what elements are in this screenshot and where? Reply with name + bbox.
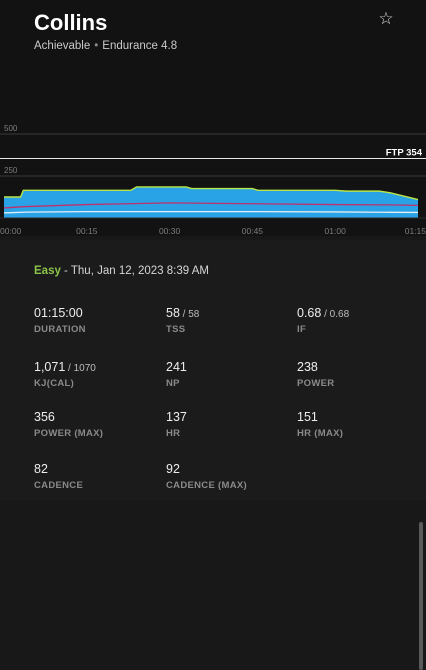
stat-power-max: 356 POWER (MAX) (34, 410, 164, 439)
stat-label: POWER (MAX) (34, 428, 104, 439)
x-tick-label: 00:15 (76, 226, 98, 236)
stat-tss: 58 / 58 TSS (166, 306, 296, 335)
stat-label: HR (MAX) (297, 428, 344, 439)
separator-dot-icon: • (94, 40, 99, 52)
ftp-label: FTP 354 (386, 148, 423, 159)
workout-level: Easy (34, 265, 61, 277)
stat-value: 01:15:00 (34, 306, 164, 320)
stat-value: 356 (34, 410, 164, 424)
x-tick-label: 00:30 (159, 226, 181, 236)
stat-value-main: 151 (297, 410, 318, 424)
workout-subtitle: Achievable • Endurance 4.8 (34, 40, 177, 52)
stat-label: IF (297, 324, 307, 335)
stat-value: 82 (34, 462, 164, 476)
stat-value: 0.68 / 0.68 (297, 306, 426, 320)
stat-hr: 137 HR (166, 410, 296, 439)
workout-summary-line: Easy - Thu, Jan 12, 2023 8:39 AM (34, 265, 209, 277)
workout-chart-svg: 500 250 FTP 354 00:00 00:15 00:30 00:45 01:00 01… (0, 124, 426, 236)
stat-value: 137 (166, 410, 296, 424)
stat-label: HR (166, 428, 181, 439)
stat-label: KJ(CAL) (34, 378, 75, 389)
stat-cadence-max: 92 CADENCE (MAX) (166, 462, 296, 491)
stat-value: 238 (297, 360, 426, 374)
stat-value-main: 0.68 (297, 306, 322, 320)
stat-label: TSS (166, 324, 186, 335)
stat-value-main: 92 (166, 462, 180, 476)
stat-power: 238 POWER (297, 360, 426, 389)
stat-value: 151 (297, 410, 426, 424)
cadence-line (3, 210, 419, 214)
stat-value-target: / 0.68 (321, 309, 350, 320)
stat-value-target: / 58 (179, 309, 200, 320)
stat-value-main: 58 (166, 306, 180, 320)
stat-kj-cal: 1,071 / 1070 KJ(CAL) (34, 360, 164, 389)
difficulty-label: Achievable (34, 40, 91, 52)
workout-chart: 500 250 FTP 354 00:00 00:15 00:30 00:45 01:00 01… (0, 90, 426, 240)
x-tick-label: 00:00 (0, 226, 22, 236)
stat-value: 58 / 58 (166, 306, 296, 320)
stat-value-main: 1,071 (34, 360, 66, 374)
workout-details-panel: Easy - Thu, Jan 12, 2023 8:39 AM 01:15:0… (0, 240, 426, 670)
stat-value: 92 (166, 462, 296, 476)
stat-value-main: 356 (34, 410, 55, 424)
stat-if: 0.68 / 0.68 IF (297, 306, 426, 335)
workout-date: - Thu, Jan 12, 2023 8:39 AM (60, 265, 209, 277)
stat-value: 241 (166, 360, 296, 374)
stat-value-main: 82 (34, 462, 48, 476)
stat-cadence: 82 CADENCE (34, 462, 164, 491)
stat-label: NP (166, 378, 180, 389)
stat-value-target: / 1070 (65, 363, 96, 374)
stat-duration: 01:15:00 DURATION (34, 306, 164, 335)
y-tick-label: 500 (4, 124, 18, 133)
stat-value-main: 137 (166, 410, 187, 424)
stat-label: DURATION (34, 324, 86, 335)
favorite-star-icon[interactable]: ☆ (378, 9, 394, 28)
stat-hr-max: 151 HR (MAX) (297, 410, 426, 439)
x-tick-label: 01:15 (405, 226, 426, 236)
stat-label: CADENCE (34, 480, 84, 491)
stat-np: 241 NP (166, 360, 296, 389)
y-tick-label: 250 (4, 166, 18, 175)
focus-label: Endurance 4.8 (102, 40, 178, 52)
heart-rate-line (3, 202, 419, 209)
x-tick-label: 01:00 (325, 226, 347, 236)
page-title: Collins (34, 10, 108, 35)
power-area (4, 186, 418, 218)
stat-label: POWER (297, 378, 335, 389)
x-tick-label: 00:45 (242, 226, 264, 236)
power-edge-line (4, 186, 419, 201)
stat-value: 1,071 / 1070 (34, 360, 164, 374)
stat-value-main: 241 (166, 360, 187, 374)
stat-value-main: 01:15:00 (34, 306, 83, 320)
scrollbar[interactable] (419, 522, 423, 670)
stat-value-main: 238 (297, 360, 318, 374)
stat-label: CADENCE (MAX) (166, 480, 247, 491)
